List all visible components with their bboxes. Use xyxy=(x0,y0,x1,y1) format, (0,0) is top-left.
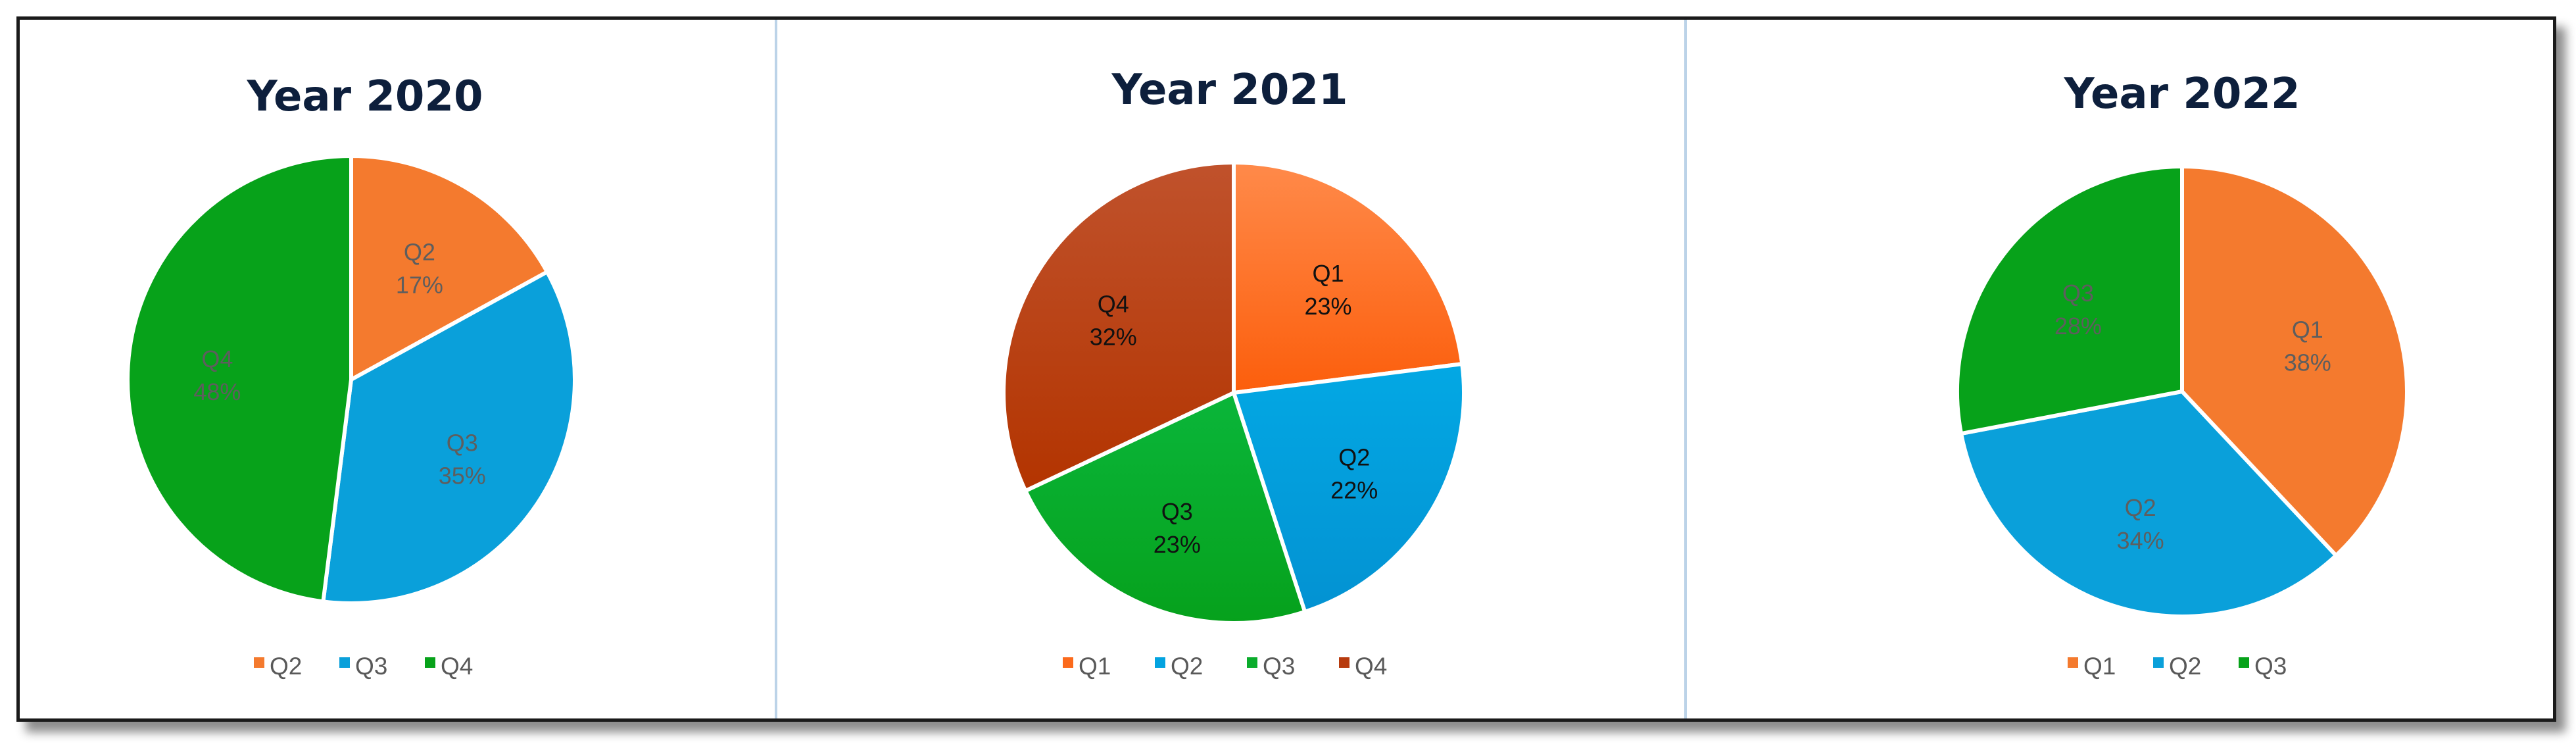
chart-title: Year 2022 xyxy=(2063,70,2300,118)
legend-item-q2: Q2 xyxy=(254,653,302,680)
legend-item-q2: Q2 xyxy=(1155,653,1203,680)
slice-label-name: Q2 xyxy=(1338,443,1370,470)
legend-swatch xyxy=(425,657,435,668)
chart-panel-2021: Year 2021 Q1 23% Q2 22% Q3 23% Q4 32% Q1 Q2 Q3 Q4 xyxy=(775,20,1686,718)
slice-labels: Q1 23% Q2 22% Q3 23% Q4 32% xyxy=(1090,260,1378,558)
slice-label-name: Q3 xyxy=(2062,280,2094,307)
legend-swatch xyxy=(2068,657,2078,668)
legend-item-q1: Q1 xyxy=(1063,653,1111,680)
slice-label-value: 35% xyxy=(439,463,486,490)
pie-chart-2022: Year 2022 Q1 38% Q2 34% Q3 28% Q1 Q2 Q3 xyxy=(1955,70,2409,680)
pie-chart-2020: Year 2020 Q2 17% Q3 35% Q4 48% Q2 Q3 Q4 xyxy=(126,72,577,680)
pie-slice-q1 xyxy=(1232,161,1465,395)
legend-item-q3: Q3 xyxy=(2239,653,2287,680)
panel-divider xyxy=(775,20,777,718)
slice-label-name: Q1 xyxy=(1312,260,1344,287)
legend-label: Q4 xyxy=(1355,653,1387,680)
chart-legend: Q1 Q2 Q3 xyxy=(2068,653,2287,680)
pie-slice-q2 xyxy=(1959,390,2339,618)
legend-swatch xyxy=(1063,657,1073,668)
legend-item-q2: Q2 xyxy=(2153,653,2201,680)
legend-swatch xyxy=(254,657,264,668)
slice-label-name: Q3 xyxy=(447,430,478,457)
pie-slice-q3 xyxy=(1023,391,1307,625)
pie-slice-q4 xyxy=(1002,161,1236,493)
panel-divider xyxy=(1684,20,1687,718)
legend-swatch xyxy=(1155,657,1165,668)
legend-label: Q2 xyxy=(1171,653,1203,680)
chart-panel-2022: Year 2022 Q1 38% Q2 34% Q3 28% Q1 Q2 Q3 xyxy=(1686,20,2553,718)
slice-label-value: 34% xyxy=(2117,527,2164,554)
slice-label-name: Q2 xyxy=(2125,494,2156,521)
pie-slices xyxy=(126,154,577,605)
legend-label: Q1 xyxy=(1079,653,1111,680)
legend-swatch xyxy=(1339,657,1349,668)
pie-slice-q2 xyxy=(349,154,549,382)
slice-labels: Q2 17% Q3 35% Q4 48% xyxy=(193,238,485,489)
pie-slice-q2 xyxy=(1232,362,1466,614)
legend-item-q4: Q4 xyxy=(425,653,473,680)
slice-label-name: Q4 xyxy=(1098,291,1129,318)
legend-swatch xyxy=(1247,657,1257,668)
legend-label: Q2 xyxy=(2169,653,2201,680)
chart-legend: Q1 Q2 Q3 Q4 xyxy=(1063,653,1387,680)
legend-label: Q3 xyxy=(1263,653,1295,680)
legend-item-q3: Q3 xyxy=(339,653,387,680)
slice-label-value: 23% xyxy=(1154,531,1201,558)
slice-label-name: Q1 xyxy=(2292,316,2323,343)
pie-slice-q1 xyxy=(2180,164,2409,558)
legend-label: Q3 xyxy=(355,653,387,680)
pie-slice-q4 xyxy=(126,154,353,604)
chart-title: Year 2020 xyxy=(246,72,483,121)
legend-label: Q4 xyxy=(441,653,473,680)
pie-slices xyxy=(1955,164,2409,618)
pie-slice-q3 xyxy=(321,270,577,605)
pie-chart-2021: Year 2021 Q1 23% Q2 22% Q3 23% Q4 32% Q1 Q2 Q3 Q4 xyxy=(1002,66,1466,680)
legend-label: Q2 xyxy=(270,653,302,680)
legend-item-q3: Q3 xyxy=(1247,653,1295,680)
legend-label: Q3 xyxy=(2254,653,2287,680)
legend-swatch xyxy=(339,657,350,668)
slice-label-value: 22% xyxy=(1330,476,1378,503)
slice-label-name: Q3 xyxy=(1161,498,1193,525)
charts-frame: Year 2020 Q2 17% Q3 35% Q4 48% Q2 Q3 Q4 Year 202… xyxy=(16,16,2556,722)
legend-label: Q1 xyxy=(2083,653,2116,680)
slice-label-value: 28% xyxy=(2054,313,2102,339)
legend-item-q1: Q1 xyxy=(2068,653,2116,680)
legend-swatch xyxy=(2153,657,2164,668)
chart-title: Year 2021 xyxy=(1111,66,1348,114)
slice-label-value: 17% xyxy=(396,271,443,298)
slice-label-name: Q4 xyxy=(201,345,233,372)
slice-label-value: 32% xyxy=(1090,324,1137,351)
slice-label-name: Q2 xyxy=(404,238,435,265)
pie-slice-q3 xyxy=(1955,164,2184,436)
slice-label-value: 48% xyxy=(193,378,241,405)
legend-swatch xyxy=(2239,657,2249,668)
slice-label-value: 38% xyxy=(2284,349,2331,376)
chart-panel-2020: Year 2020 Q2 17% Q3 35% Q4 48% Q2 Q3 Q4 xyxy=(20,20,775,718)
legend-item-q4: Q4 xyxy=(1339,653,1387,680)
slice-label-value: 23% xyxy=(1304,293,1351,320)
slice-labels: Q1 38% Q2 34% Q3 28% xyxy=(2054,280,2331,554)
pie-slices xyxy=(1002,161,1466,625)
chart-legend: Q2 Q3 Q4 xyxy=(254,653,473,680)
